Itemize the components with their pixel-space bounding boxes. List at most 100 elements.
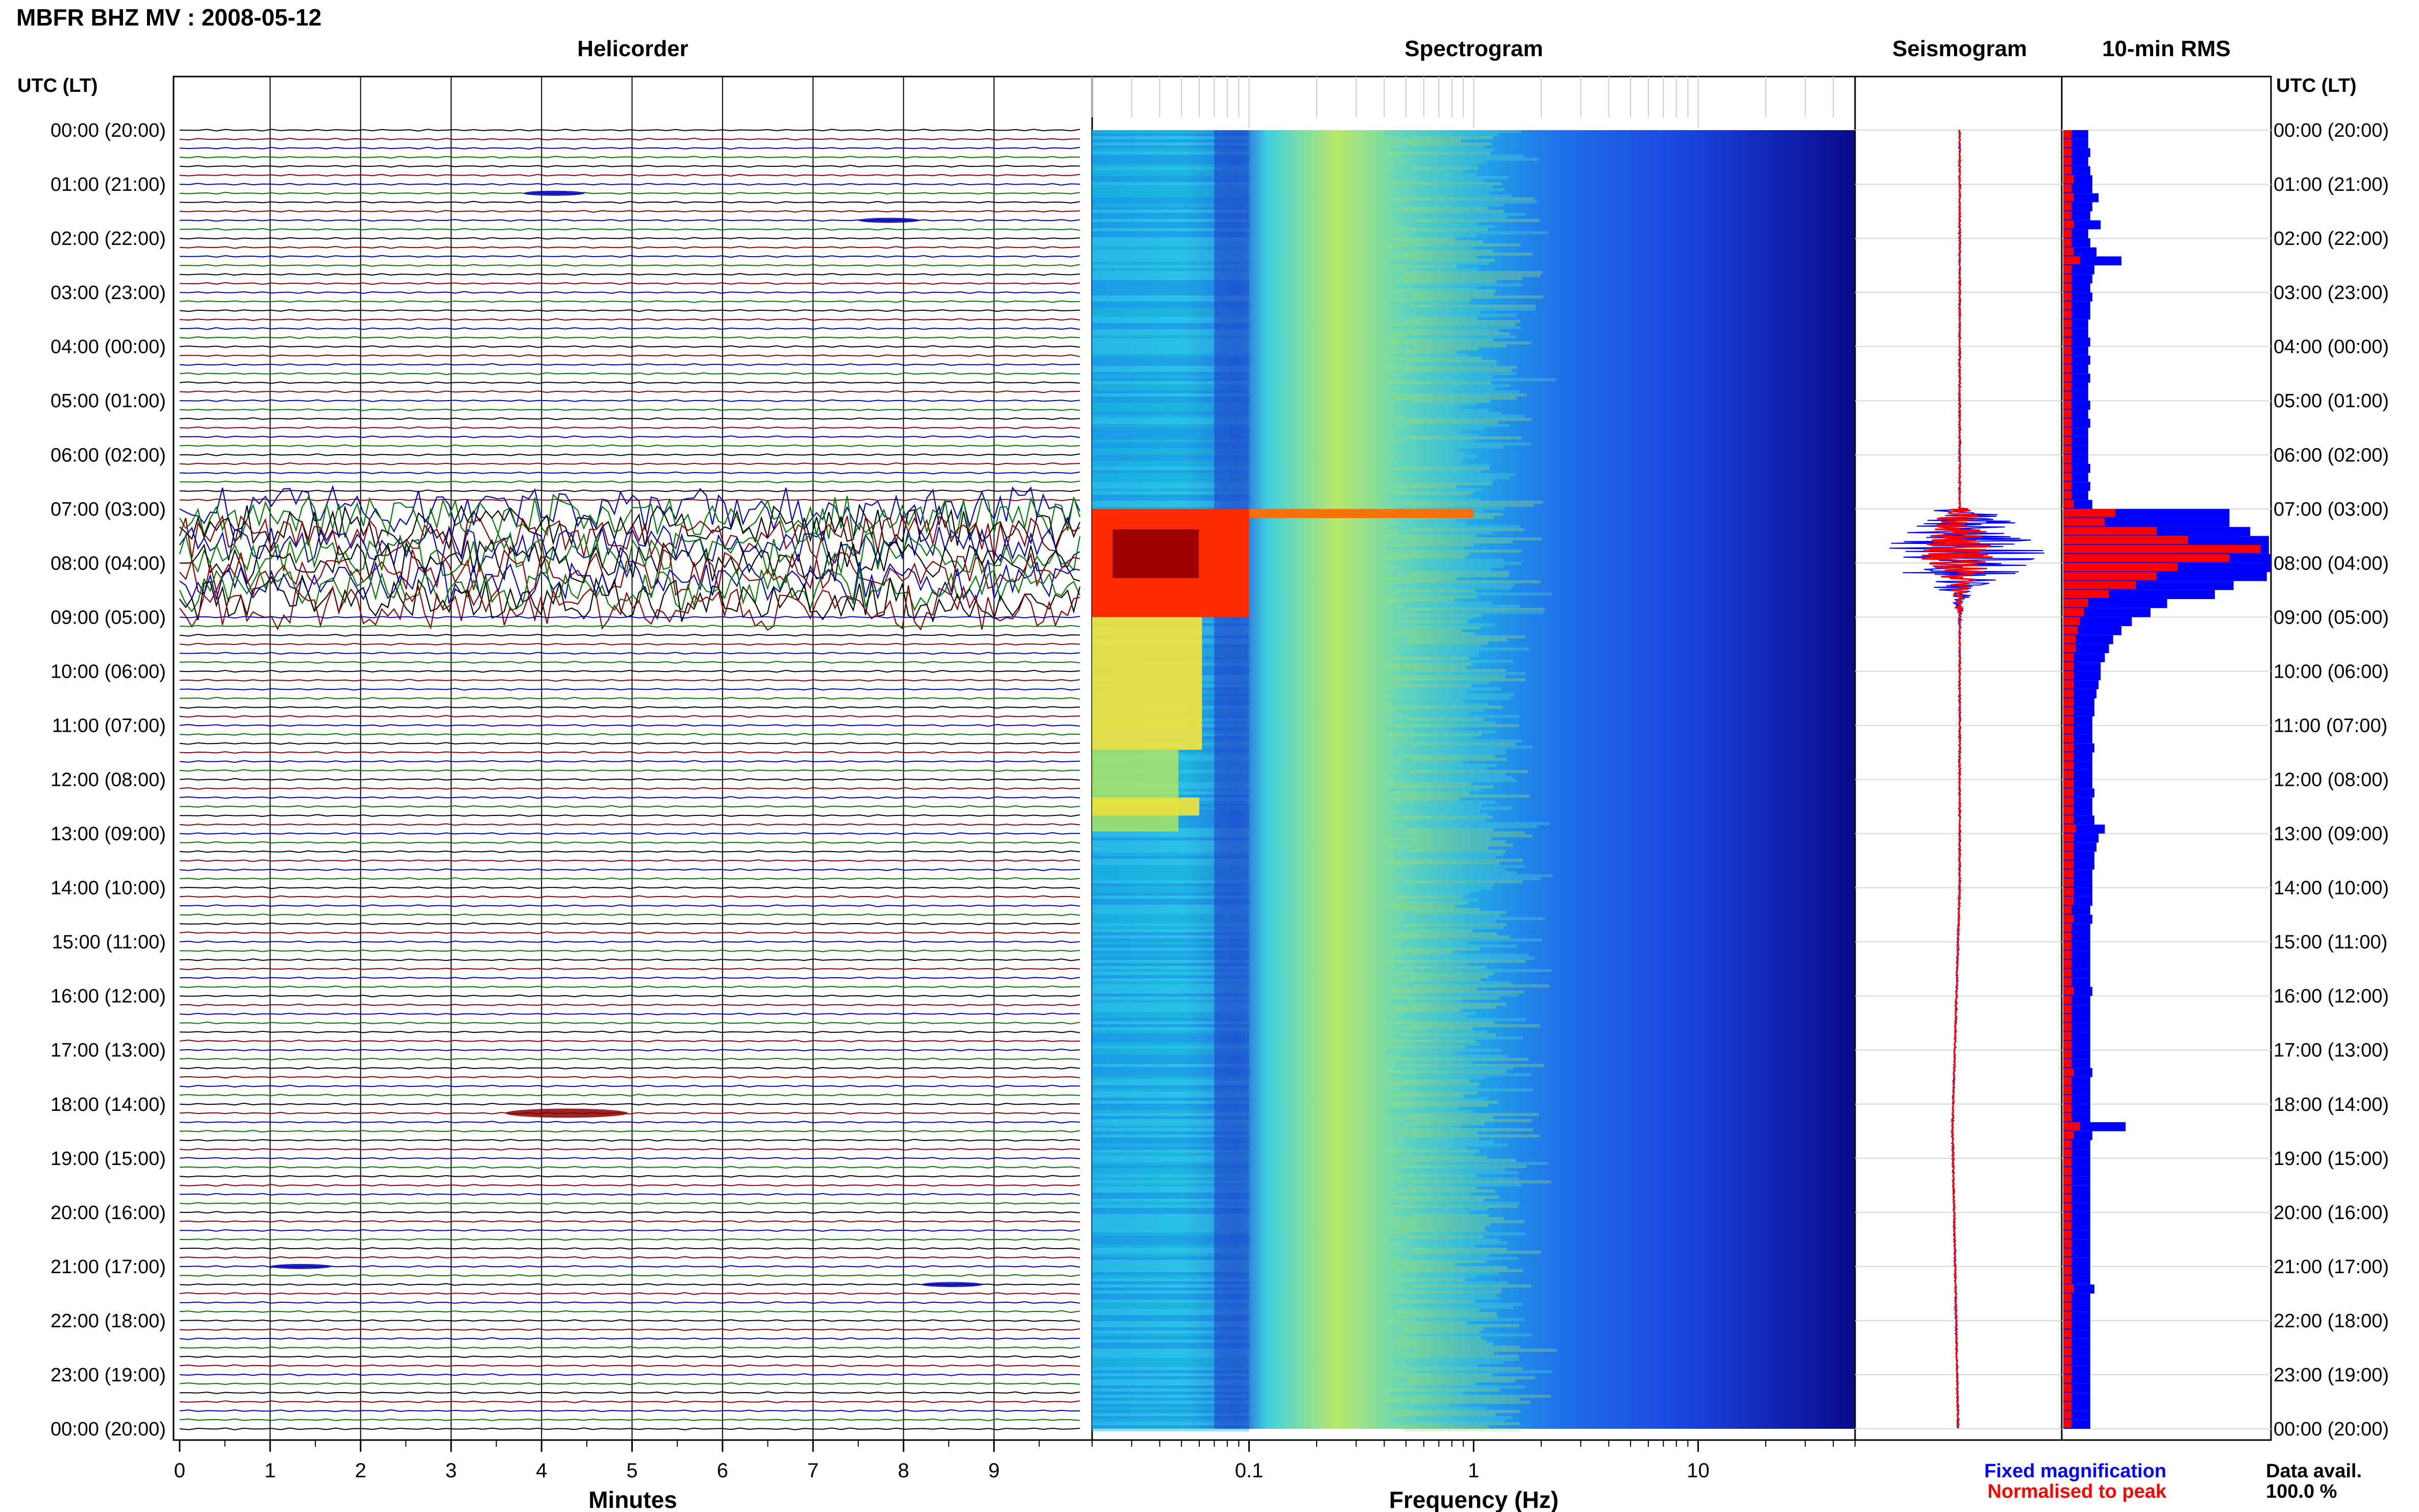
- spectrogram-row: [1398, 926, 1503, 929]
- spectrogram-row: [1410, 975, 1489, 978]
- spectrogram-row: [1092, 1113, 1249, 1116]
- spectrogram-row: [1385, 678, 1526, 681]
- spectrogram-row: [1399, 375, 1493, 378]
- spectrogram-row: [1397, 1193, 1470, 1196]
- helicorder-trace: [179, 318, 1080, 321]
- helicorder-trace: [179, 156, 1080, 159]
- spectrogram-row: [1393, 228, 1488, 231]
- spectrogram-row: [1092, 354, 1249, 357]
- spectrogram-row: [1092, 409, 1249, 412]
- rms-bar: [2063, 1185, 2072, 1194]
- spectrogram-row: [1403, 755, 1495, 758]
- spectrogram-row: [1392, 905, 1455, 908]
- spectrogram-row: [1399, 1036, 1523, 1039]
- rms-bar: [2063, 436, 2072, 445]
- spectrogram-row: [1404, 795, 1530, 798]
- rms-bar: [2063, 644, 2076, 653]
- spectrogram-row: [1092, 299, 1249, 302]
- spectrogram-row: [1389, 690, 1467, 693]
- helicorder-trace: [179, 985, 1080, 988]
- spectrogram-row: [1403, 583, 1515, 586]
- helicorder-trace: [179, 300, 1080, 303]
- spectrogram-row: [1395, 684, 1471, 687]
- spectrogram-row: [1410, 1401, 1531, 1404]
- rms-bar: [2063, 1131, 2074, 1139]
- spectrogram-row: [1400, 277, 1522, 280]
- spectrogram-row: [1092, 840, 1249, 844]
- spectrogram-row: [1092, 231, 1249, 234]
- spectrogram-row: [1092, 1092, 1249, 1095]
- rms-bar: [2063, 1266, 2072, 1275]
- rms-bar: [2063, 1311, 2072, 1320]
- rms-bar: [2063, 599, 2167, 608]
- spectrogram-row: [1092, 923, 1249, 926]
- helicorder-trace: [179, 1183, 1080, 1187]
- spectrogram-row: [1092, 283, 1249, 286]
- spectrogram-row: [1092, 1355, 1249, 1358]
- spectrogram-row: [1092, 856, 1249, 859]
- spectrogram-row: [1385, 1052, 1454, 1055]
- rms-bar: [2063, 1086, 2072, 1095]
- spectrogram-row: [1392, 176, 1509, 179]
- helicorder-trace: [179, 687, 1080, 691]
- spectrogram-row: [1410, 681, 1490, 684]
- spectrogram-row: [1391, 703, 1488, 706]
- spectrogram-row: [1092, 1306, 1249, 1309]
- helicorder-trace: [179, 1391, 1080, 1395]
- spectrogram-row: [1403, 801, 1496, 804]
- spectrogram-row: [1404, 1122, 1485, 1125]
- rms-bar: [2063, 608, 2151, 617]
- spectrogram-row: [1092, 1015, 1249, 1018]
- spectrogram-row: [1092, 994, 1249, 997]
- spectrogram-row: [1386, 338, 1494, 341]
- helicorder-event: [523, 190, 585, 196]
- spectrogram-row: [1406, 427, 1485, 430]
- helicorder-trace: [179, 787, 1080, 790]
- spectrogram-row: [1092, 439, 1249, 442]
- spectrogram-row: [1390, 1196, 1500, 1199]
- rms-bar: [2063, 463, 2072, 472]
- time-label-right: 02:00 (22:00): [2274, 228, 2389, 250]
- spectrogram-row: [1397, 1291, 1501, 1294]
- spectrogram-row: [1413, 874, 1553, 877]
- spectrogram-row: [1414, 145, 1484, 148]
- spectrogram-row: [1394, 396, 1517, 400]
- rms-bar: [2063, 148, 2072, 157]
- rms-bar: [2063, 1032, 2072, 1040]
- spectrogram-row: [1403, 253, 1533, 256]
- time-label-right: 05:00 (01:00): [2274, 390, 2389, 412]
- spectrogram-row: [1400, 1043, 1480, 1046]
- spectrogram-row: [1385, 1049, 1502, 1052]
- spectrogram-row: [1405, 246, 1473, 250]
- spectrogram-row: [1410, 158, 1539, 161]
- spectrogram-row: [1394, 182, 1502, 185]
- spectrogram-row: [1390, 204, 1503, 207]
- spectrogram-row: [1092, 167, 1249, 170]
- time-label-right: 10:00 (06:00): [2274, 661, 2389, 682]
- spectrogram-row: [1092, 210, 1249, 213]
- spectrogram-row: [1092, 1401, 1249, 1404]
- spectrogram-row: [1092, 1217, 1249, 1220]
- spectrogram-row: [1409, 1156, 1487, 1159]
- helicorder-trace: [179, 1102, 1080, 1106]
- spectrogram-row: [1092, 1095, 1249, 1098]
- spectrogram-row: [1409, 1242, 1508, 1245]
- spectrogram-row: [1092, 853, 1249, 856]
- helicorder-trace: [179, 679, 1080, 682]
- helicorder-trace: [179, 715, 1080, 718]
- spectrogram-row: [1092, 1027, 1249, 1030]
- rms-bar: [2063, 1239, 2072, 1248]
- spectrogram-row: [1092, 1043, 1249, 1046]
- spectrogram-row: [1412, 363, 1497, 366]
- rms-bar: [2063, 346, 2072, 355]
- spectrogram-row: [1392, 651, 1479, 654]
- spectrogram-row: [1400, 1027, 1473, 1030]
- spectrogram-row: [1092, 467, 1249, 470]
- helicorder-trace: [179, 760, 1080, 763]
- legend-normalised-to-peak: Normalised to peak: [1987, 1481, 2166, 1502]
- spectrogram-row: [1092, 498, 1249, 501]
- spectrogram-row: [1388, 819, 1487, 822]
- spectrogram-row: [1407, 623, 1496, 626]
- spectrogram-row: [1092, 972, 1249, 975]
- helicorder-trace: [179, 489, 1080, 492]
